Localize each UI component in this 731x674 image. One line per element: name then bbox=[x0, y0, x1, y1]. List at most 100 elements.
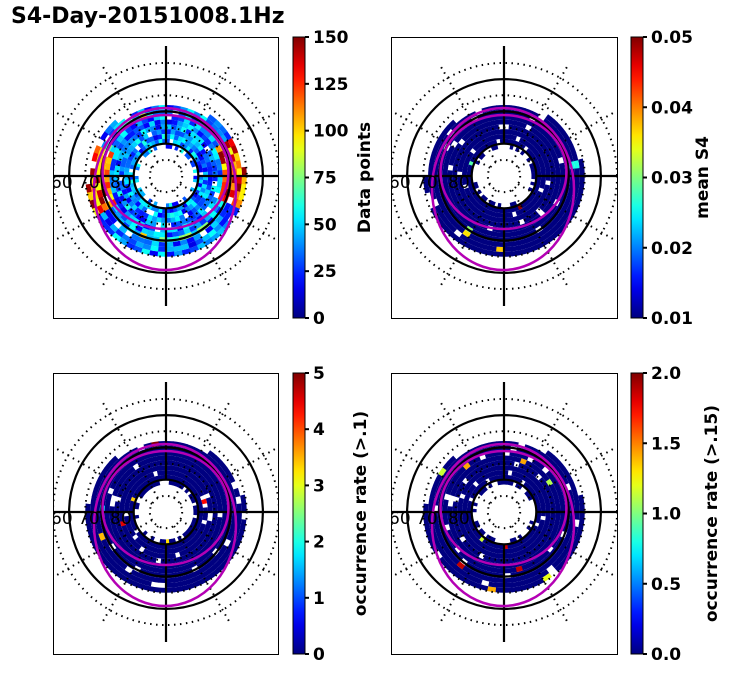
data-bin bbox=[497, 455, 504, 461]
data-bin bbox=[177, 565, 186, 573]
data-bin bbox=[216, 180, 223, 188]
data-bin bbox=[169, 212, 176, 218]
data-bin bbox=[202, 192, 209, 200]
data-bin bbox=[480, 212, 488, 219]
data-bin bbox=[169, 470, 175, 476]
data-bin bbox=[166, 212, 171, 218]
latitude-circle bbox=[470, 478, 538, 546]
data-bin bbox=[211, 516, 218, 523]
data-bin bbox=[148, 120, 156, 127]
data-bin bbox=[165, 119, 172, 125]
oval-boundary-poleward bbox=[439, 449, 568, 567]
data-bin bbox=[155, 465, 162, 472]
local-time-gridline-dotted bbox=[179, 519, 278, 578]
data-bin bbox=[462, 515, 468, 522]
data-bin bbox=[504, 548, 509, 554]
data-bin bbox=[217, 486, 225, 495]
local-time-gridline-dotted bbox=[179, 183, 278, 242]
data-bin bbox=[166, 553, 172, 559]
data-bin bbox=[557, 133, 566, 143]
data-bin bbox=[124, 499, 131, 505]
data-bin bbox=[486, 545, 493, 553]
data-bin bbox=[504, 587, 514, 593]
data-bin bbox=[450, 153, 457, 161]
local-time-gridline-dotted bbox=[53, 110, 153, 169]
data-bin bbox=[186, 572, 196, 580]
data-bin bbox=[104, 163, 111, 171]
data-bin bbox=[217, 150, 225, 159]
data-bin bbox=[166, 241, 175, 248]
data-bin bbox=[540, 192, 547, 200]
data-bin bbox=[142, 548, 150, 555]
axes-frame bbox=[391, 37, 618, 319]
data-bin bbox=[162, 539, 167, 545]
data-bin bbox=[215, 214, 224, 224]
data-bin bbox=[238, 191, 246, 201]
data-bin bbox=[109, 164, 116, 172]
data-bin bbox=[554, 180, 561, 188]
local-time-gridline-dotted bbox=[173, 399, 232, 499]
data-bin bbox=[462, 163, 469, 169]
data-bin bbox=[218, 217, 228, 227]
data-bin bbox=[508, 460, 515, 467]
data-bin bbox=[576, 191, 584, 201]
colorbar-tick-label: 0.0 bbox=[651, 645, 681, 665]
data-bin bbox=[454, 490, 462, 498]
colorbar-tick-label: 100 bbox=[313, 122, 349, 142]
data-bin bbox=[200, 210, 209, 219]
data-bin bbox=[504, 553, 510, 559]
colorbar-tick-label: 0.03 bbox=[651, 169, 693, 189]
data-bin bbox=[109, 506, 115, 513]
local-time-gridline-dotted bbox=[511, 189, 570, 289]
data-bin bbox=[218, 460, 228, 471]
data-bin bbox=[514, 456, 522, 463]
data-bin bbox=[169, 134, 175, 140]
colorbar-label: Data points bbox=[355, 122, 375, 233]
colorbar-tick-label: 0.5 bbox=[651, 575, 681, 595]
oval-boundary-equatorward bbox=[92, 442, 238, 608]
data-bin bbox=[456, 561, 466, 570]
data-bin bbox=[544, 501, 551, 508]
data-bin bbox=[236, 167, 242, 176]
data-bin bbox=[469, 483, 477, 491]
data-bin bbox=[423, 183, 430, 194]
data-bin bbox=[544, 165, 551, 172]
data-bin bbox=[425, 527, 433, 538]
data-bin bbox=[108, 550, 118, 561]
colorbar-tick-label: 5 bbox=[313, 364, 325, 384]
data-bin bbox=[542, 224, 553, 234]
data-bin bbox=[100, 547, 109, 558]
data-bin bbox=[431, 481, 440, 491]
data-bin bbox=[187, 141, 195, 149]
data-bin bbox=[204, 524, 211, 532]
colorbar-tick-label: 2.0 bbox=[651, 364, 681, 384]
data-bin bbox=[180, 579, 191, 587]
data-bin bbox=[556, 124, 566, 135]
data-bin bbox=[156, 134, 163, 140]
data-bin bbox=[439, 202, 447, 213]
data-bin bbox=[579, 502, 585, 512]
data-bin bbox=[158, 577, 167, 584]
data-bin bbox=[194, 573, 205, 582]
data-bin bbox=[499, 470, 504, 476]
data-bin bbox=[447, 559, 457, 569]
data-bin bbox=[447, 181, 454, 189]
data-bin bbox=[174, 466, 181, 473]
data-bin bbox=[541, 237, 553, 246]
colorbar-tick-label: 50 bbox=[313, 215, 337, 235]
data-bin bbox=[454, 190, 462, 198]
data-bin bbox=[494, 134, 501, 140]
data-bin bbox=[199, 187, 207, 194]
colorbar-tick-label: 1.0 bbox=[651, 505, 681, 525]
data-bin bbox=[116, 134, 124, 144]
data-bin bbox=[125, 494, 133, 501]
data-bin bbox=[504, 246, 513, 252]
data-bin bbox=[524, 236, 534, 244]
data-bin bbox=[198, 450, 208, 459]
data-bin bbox=[137, 539, 145, 547]
data-bin bbox=[173, 586, 184, 593]
data-bin bbox=[543, 161, 550, 168]
data-bin bbox=[217, 169, 223, 176]
colorbar-tick-label: 75 bbox=[313, 169, 337, 189]
data-bin bbox=[519, 458, 527, 465]
